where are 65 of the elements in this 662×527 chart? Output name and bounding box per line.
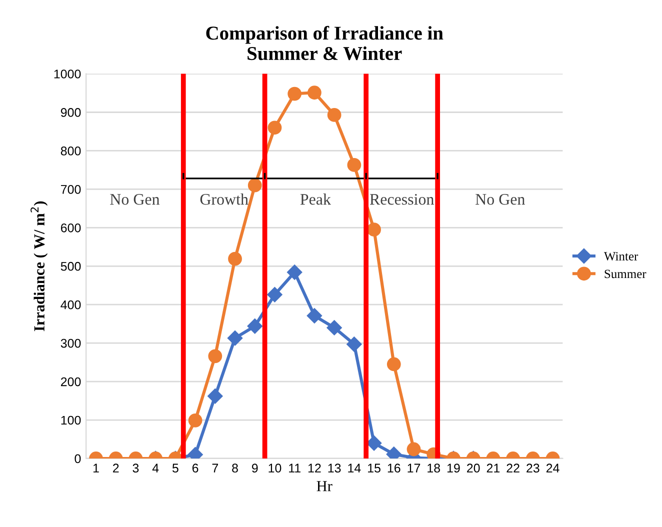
point <box>208 349 222 364</box>
annotation: Peak <box>300 193 331 205</box>
point <box>327 108 342 122</box>
point <box>287 264 302 280</box>
x-tick-label: 5 <box>172 464 178 473</box>
x-tick-label: 8 <box>232 464 238 473</box>
point <box>326 320 342 336</box>
point <box>267 287 282 302</box>
point <box>227 330 243 346</box>
x-tick-label: 11 <box>289 464 300 472</box>
point <box>228 252 242 266</box>
y-tick-label: 1000 <box>54 70 81 78</box>
x-tick-label: 21 <box>486 464 500 472</box>
x-tick-label: 14 <box>348 464 361 472</box>
point <box>288 86 302 101</box>
point <box>268 120 282 135</box>
x-axis-title: Hr <box>316 481 332 492</box>
point <box>306 308 322 324</box>
point <box>386 357 401 372</box>
x-tick-label: 6 <box>192 464 198 473</box>
point <box>247 318 262 334</box>
y-tick-label: 300 <box>60 338 81 348</box>
x-tick-label: 22 <box>506 464 520 472</box>
x-tick-label: 23 <box>526 464 540 473</box>
point <box>248 178 262 192</box>
y-tick-label: 200 <box>60 377 81 386</box>
point <box>367 222 381 237</box>
x-tick-label: 4 <box>152 464 159 472</box>
x-tick-label: 12 <box>308 464 321 472</box>
y-tick-label: 500 <box>60 262 81 271</box>
y-tick-label: 900 <box>60 108 81 117</box>
x-tick-label: 3 <box>132 464 139 473</box>
x-tick-label: 15 <box>368 464 380 473</box>
y-tick-label: 100 <box>61 416 81 425</box>
annotation: Growth <box>200 193 248 205</box>
x-tick-label: 19 <box>447 464 460 473</box>
legend-label: Winter <box>604 252 638 261</box>
point <box>188 413 202 428</box>
y-tick-label: 800 <box>60 146 81 156</box>
x-tick-label: 1 <box>93 464 99 472</box>
x-tick-label: 18 <box>428 464 440 473</box>
y-tick-label: 0 <box>74 454 81 464</box>
x-tick-label: 10 <box>268 464 282 473</box>
x-tick-label: 17 <box>408 464 420 472</box>
x-tick-label: 9 <box>252 464 258 473</box>
point <box>406 442 421 456</box>
x-tick-label: 24 <box>546 464 560 472</box>
y-tick-label: 600 <box>60 223 81 232</box>
x-tick-label: 20 <box>467 464 480 473</box>
annotation: No Gen <box>476 194 525 205</box>
y-tick-label: 700 <box>60 184 81 194</box>
x-tick-label: 2 <box>113 464 119 472</box>
legend-label: Summer <box>604 270 646 278</box>
y-axis-title: Irradiance ( W/ m$^{2}$) <box>30 201 48 332</box>
chart-title: Comparison of Irradiance in Summer & Winter <box>206 26 444 60</box>
x-tick-label: 7 <box>212 464 218 472</box>
y-tick-label: 400 <box>60 300 81 310</box>
x-tick-label: 13 <box>328 464 341 473</box>
point <box>346 336 362 352</box>
point <box>208 388 223 404</box>
x-tick-label: 16 <box>388 464 400 473</box>
point <box>308 86 322 100</box>
annotation: No Gen <box>110 194 160 205</box>
point <box>347 158 362 172</box>
annotation: Recession <box>370 194 434 205</box>
